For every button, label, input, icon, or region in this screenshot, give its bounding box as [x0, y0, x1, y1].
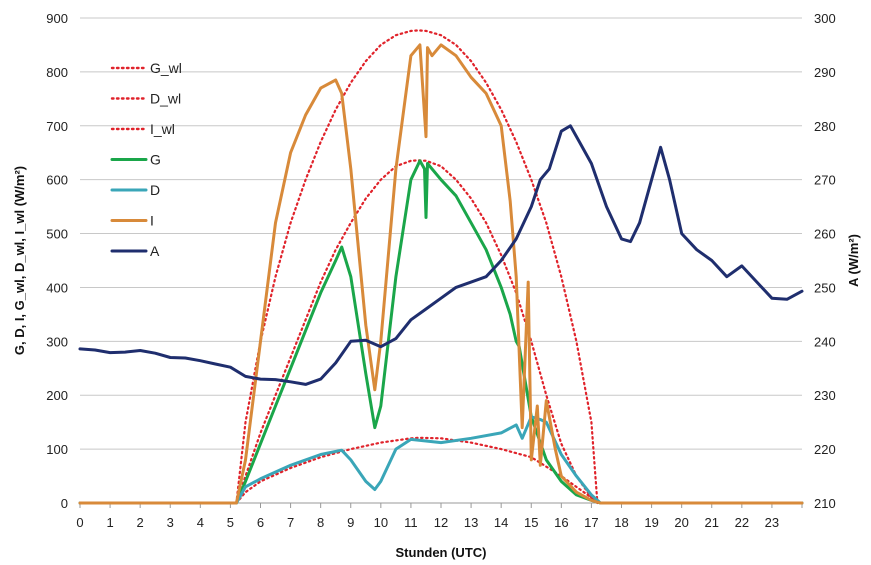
y-right-tick-210: 210	[814, 496, 836, 511]
x-tick-8: 8	[317, 515, 324, 530]
x-tick-2: 2	[137, 515, 144, 530]
y-left-tick-100: 100	[46, 442, 68, 457]
y-left-tick-200: 200	[46, 388, 68, 403]
x-tick-23: 23	[765, 515, 779, 530]
y-left-tick-300: 300	[46, 334, 68, 349]
series-line-i	[78, 43, 804, 505]
y-right-tick-220: 220	[814, 442, 836, 457]
y-left-tick-900: 900	[46, 11, 68, 26]
y-right-tick-280: 280	[814, 119, 836, 134]
x-tick-0: 0	[76, 515, 83, 530]
x-tick-5: 5	[227, 515, 234, 530]
x-tick-4: 4	[197, 515, 204, 530]
x-tick-21: 21	[705, 515, 719, 530]
x-tick-18: 18	[614, 515, 628, 530]
series-line-d	[78, 415, 804, 505]
y-left-tick-400: 400	[46, 280, 68, 295]
y-left-tick-800: 800	[46, 65, 68, 80]
legend-label-d: D	[150, 182, 160, 198]
axes: 0100200300400500600700800900210220230240…	[46, 11, 835, 530]
x-tick-20: 20	[674, 515, 688, 530]
x-tick-11: 11	[404, 515, 418, 530]
gridlines	[80, 17, 802, 450]
legend-label-i: I	[150, 213, 154, 229]
series-line-i-wl	[235, 159, 599, 505]
legend-label-g: G	[150, 152, 161, 168]
x-tick-14: 14	[494, 515, 508, 530]
series-line-a	[78, 124, 804, 386]
y-right-tick-240: 240	[814, 334, 836, 349]
legend-label-a: A	[150, 243, 160, 259]
y-left-tick-700: 700	[46, 119, 68, 134]
x-tick-19: 19	[644, 515, 658, 530]
y-right-tick-300: 300	[814, 11, 836, 26]
legend-label-g-wl: G_wl	[150, 60, 182, 76]
x-tick-3: 3	[167, 515, 174, 530]
legend-label-i-wl: I_wl	[150, 121, 175, 137]
x-tick-10: 10	[374, 515, 388, 530]
x-tick-6: 6	[257, 515, 264, 530]
x-tick-17: 17	[584, 515, 598, 530]
y-right-tick-270: 270	[814, 173, 836, 188]
x-tick-7: 7	[287, 515, 294, 530]
x-tick-1: 1	[106, 515, 113, 530]
x-axis-title: Stunden (UTC)	[396, 545, 487, 560]
legend-label-d-wl: D_wl	[150, 91, 181, 107]
y-right-tick-230: 230	[814, 388, 836, 403]
y-left-tick-0: 0	[61, 496, 68, 511]
series-lines	[78, 29, 804, 505]
series-line-g-wl	[235, 29, 599, 505]
y-left-tick-600: 600	[46, 173, 68, 188]
series-line-d-wl	[235, 436, 599, 505]
y-right-tick-260: 260	[814, 227, 836, 242]
x-tick-13: 13	[464, 515, 478, 530]
y-axis-left-title: G, D, I, G_wl, D_wl, I_wl (W/m²)	[12, 166, 27, 355]
y-axis-right-title: A (W/m²)	[846, 234, 861, 287]
x-tick-9: 9	[347, 515, 354, 530]
x-tick-16: 16	[554, 515, 568, 530]
x-tick-15: 15	[524, 515, 538, 530]
x-tick-12: 12	[434, 515, 448, 530]
y-right-tick-250: 250	[814, 280, 836, 295]
x-tick-22: 22	[735, 515, 749, 530]
series-line-g	[78, 159, 804, 505]
y-right-tick-290: 290	[814, 65, 836, 80]
y-left-tick-500: 500	[46, 227, 68, 242]
